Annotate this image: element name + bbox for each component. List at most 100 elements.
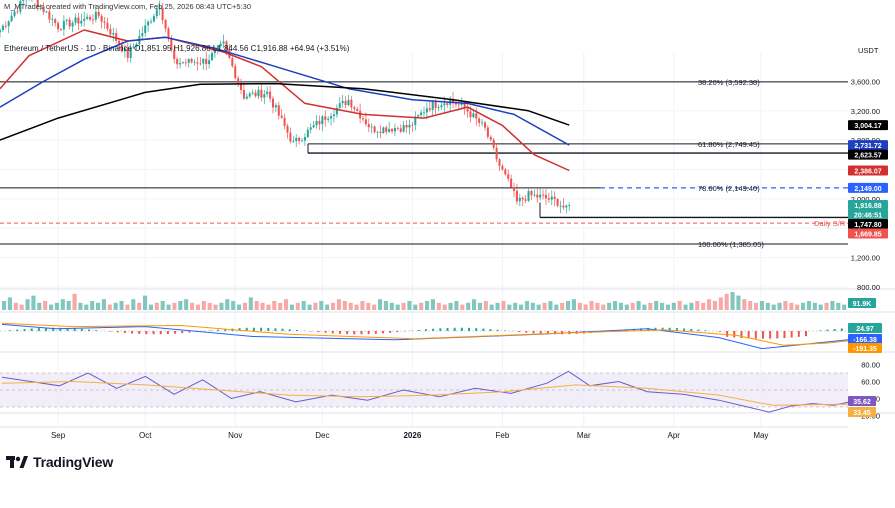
candle-body [208,60,210,64]
macd-histogram-bar [267,328,269,331]
volume-bar [431,299,435,310]
candle-body [403,125,405,132]
candle-body [14,12,16,16]
volume-bar [496,303,500,310]
macd-histogram-bar [217,330,219,331]
volume-bar [308,305,312,310]
macd-histogram-bar [353,331,355,334]
candle-body [557,199,559,206]
candle-body [316,121,318,125]
macd-histogram-bar [755,331,757,339]
price-badge-text: 3,004.17 [854,123,881,130]
volume-bar [137,303,141,310]
candle-body [472,113,474,117]
macd-histogram-bar [95,330,97,331]
volume-bar [466,303,470,310]
candle-body [257,90,259,97]
candle-body [104,22,106,23]
candle-body [388,129,390,132]
volume-bar [543,303,547,310]
volume-bar [484,301,488,310]
volume-bar [819,305,823,310]
price-axis[interactable]: 3,600.003,200.002,800.002,400.002,000.00… [848,77,888,292]
macd-histogram-bar [24,329,26,331]
macd-histogram-bar [174,331,176,334]
candle-body [365,119,367,124]
y-tick-label: 3,200.00 [851,107,880,116]
volume-bar [578,303,582,310]
candle-body [237,78,239,83]
macd-histogram-bar [325,331,327,333]
macd-histogram-bar [346,331,348,334]
macd-histogram-bar [776,331,778,338]
candle-body [554,197,556,199]
candle-body [382,127,384,133]
macd-histogram-bar [461,328,463,331]
ema200-line [0,84,569,141]
currency-label: USDT [858,46,878,55]
volume-bar [155,303,159,310]
candle-body [438,107,440,108]
macd-histogram-bar [533,331,535,333]
volume-bar [478,303,482,310]
macd-histogram-bar [762,331,764,339]
candle-body [275,105,277,107]
macd-histogram-bar [145,331,147,334]
macd-histogram-bar [783,331,785,338]
volume-bar [78,303,82,310]
candle-body [304,137,306,141]
y-tick-label: 800.00 [857,283,880,292]
volume-bar [654,301,658,310]
candle-body [249,94,251,97]
candle-body [339,103,341,108]
candle-body [551,197,553,200]
volume-bar [178,301,182,310]
macd-histogram-bar [726,331,728,337]
tradingview-logo[interactable]: TradingView [6,454,113,470]
macd-histogram-bar [439,328,441,331]
macd-histogram-bar [683,328,685,331]
rsi-badge-text: 33.45 [853,410,871,417]
candle-body [231,58,233,66]
macd-histogram-bar [834,329,836,331]
macd-histogram-bar [518,331,520,332]
candle-body [324,116,326,119]
candle-body [397,128,399,129]
candle-body [272,99,274,108]
candle-body [562,206,564,208]
symbol-legend[interactable]: Ethereum / TetherUS · 1D · Binance O1,85… [4,44,349,53]
candle-body [318,121,320,124]
volume-pane[interactable]: 91.9K [2,292,876,310]
candle-body [307,130,309,137]
candle-body [101,16,103,22]
macd-pane[interactable]: 24.97-166.38-191.35 [0,323,882,353]
candle-body [179,63,181,64]
price-pane[interactable]: 38.20% (3,592.38)61.80% (2,749.45)78.60%… [0,0,848,249]
volume-bar [290,305,294,310]
candle-body [74,18,76,23]
macd-line [2,324,848,348]
volume-bar [149,305,153,310]
volume-bar [742,299,746,310]
fib-label: 100.00% (1,385.05) [698,240,764,249]
candle-body [548,198,550,199]
volume-bar [266,305,270,310]
candle-body [2,26,4,30]
candle-body [292,141,294,142]
volume-badge-text: 91.9K [853,301,872,308]
volume-bar [296,303,300,310]
price-badge-text: 1,669.85 [854,231,881,238]
candle-body [379,132,381,133]
daily-sr-label: Daily S/R [814,219,846,228]
candle-body [260,90,262,98]
macd-histogram-bar [482,329,484,331]
volume-bar [666,305,670,310]
macd-histogram-bar [38,328,40,331]
volume-bar [725,294,729,310]
candle-body [545,195,547,198]
created-line: M_MTrades created with TradingView.com, … [4,2,251,11]
